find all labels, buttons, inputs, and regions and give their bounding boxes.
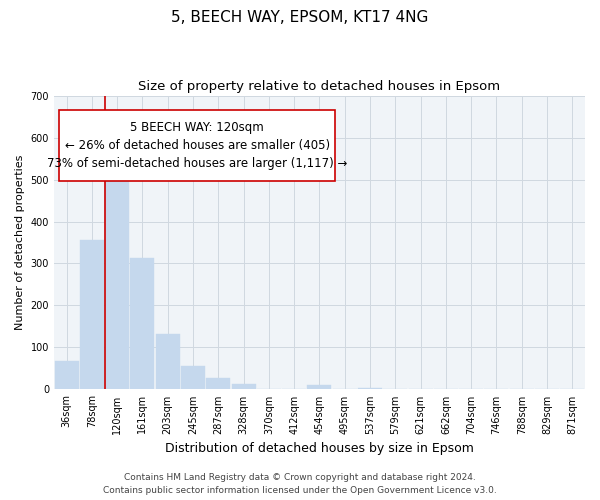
Bar: [156, 334, 180, 390]
Text: 5, BEECH WAY, EPSOM, KT17 4NG: 5, BEECH WAY, EPSOM, KT17 4NG: [172, 10, 428, 25]
Y-axis label: Number of detached properties: Number of detached properties: [15, 155, 25, 330]
X-axis label: Distribution of detached houses by size in Epsom: Distribution of detached houses by size …: [165, 442, 474, 455]
Bar: [80, 240, 104, 390]
Bar: [130, 258, 154, 390]
Text: Contains HM Land Registry data © Crown copyright and database right 2024.
Contai: Contains HM Land Registry data © Crown c…: [103, 474, 497, 495]
Bar: [181, 366, 205, 390]
Text: 5 BEECH WAY: 120sqm
← 26% of detached houses are smaller (405)
73% of semi-detac: 5 BEECH WAY: 120sqm ← 26% of detached ho…: [47, 121, 347, 170]
Bar: [55, 361, 79, 390]
Bar: [307, 385, 331, 390]
Title: Size of property relative to detached houses in Epsom: Size of property relative to detached ho…: [139, 80, 500, 93]
Bar: [206, 378, 230, 390]
FancyBboxPatch shape: [59, 110, 335, 181]
Bar: [232, 384, 256, 390]
Bar: [105, 150, 129, 390]
Bar: [358, 388, 382, 390]
